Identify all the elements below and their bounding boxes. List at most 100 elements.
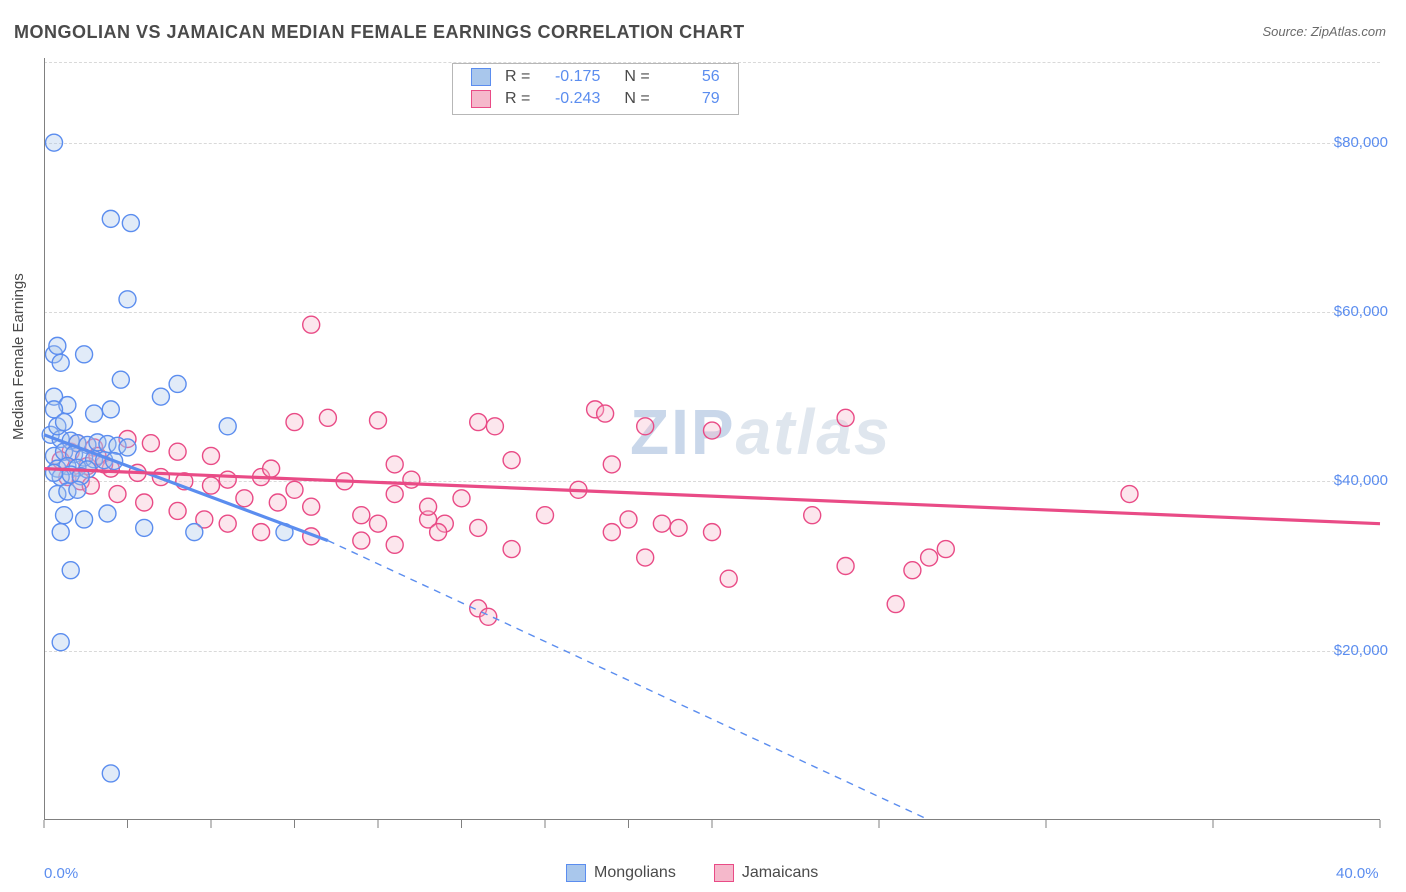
data-point bbox=[637, 418, 654, 435]
data-point bbox=[537, 507, 554, 524]
n-value-mongolians: 56 bbox=[660, 68, 720, 86]
data-point bbox=[303, 316, 320, 333]
data-point bbox=[937, 541, 954, 558]
data-point bbox=[303, 498, 320, 515]
legend-item-jamaicans: Jamaicans bbox=[714, 864, 818, 882]
data-point bbox=[386, 536, 403, 553]
r-value-mongolians: -0.175 bbox=[540, 68, 600, 86]
data-point bbox=[904, 562, 921, 579]
data-point bbox=[56, 414, 73, 431]
data-point bbox=[219, 418, 236, 435]
r-label: R = bbox=[505, 68, 530, 86]
source-prefix: Source: bbox=[1262, 24, 1310, 39]
data-point bbox=[152, 388, 169, 405]
data-point bbox=[720, 570, 737, 587]
data-point bbox=[670, 519, 687, 536]
data-point bbox=[253, 524, 270, 541]
legend-item-mongolians: Mongolians bbox=[566, 864, 676, 882]
y-tick-label: $20,000 bbox=[1334, 642, 1388, 659]
data-point bbox=[119, 439, 136, 456]
swatch-mongolians-bottom bbox=[566, 864, 586, 882]
data-point bbox=[597, 405, 614, 422]
data-point bbox=[603, 456, 620, 473]
legend-label-mongolians: Mongolians bbox=[594, 864, 676, 882]
data-point bbox=[136, 494, 153, 511]
data-point bbox=[203, 477, 220, 494]
data-point bbox=[370, 515, 387, 532]
data-point bbox=[921, 549, 938, 566]
data-point bbox=[76, 511, 93, 528]
data-point bbox=[46, 464, 63, 481]
x-tick-label: 0.0% bbox=[44, 865, 78, 882]
scatter-chart bbox=[44, 58, 1380, 820]
data-point bbox=[286, 414, 303, 431]
data-point bbox=[804, 507, 821, 524]
data-point bbox=[486, 418, 503, 435]
data-point bbox=[102, 210, 119, 227]
data-point bbox=[319, 409, 336, 426]
data-point bbox=[112, 371, 129, 388]
data-point bbox=[76, 346, 93, 363]
data-point bbox=[470, 414, 487, 431]
r-label: R = bbox=[505, 90, 530, 108]
n-label: N = bbox=[624, 90, 649, 108]
data-point bbox=[503, 452, 520, 469]
data-point bbox=[86, 405, 103, 422]
data-point bbox=[219, 515, 236, 532]
data-point bbox=[169, 502, 186, 519]
data-point bbox=[353, 507, 370, 524]
data-point bbox=[109, 486, 126, 503]
data-point bbox=[69, 481, 86, 498]
data-point bbox=[119, 291, 136, 308]
data-point bbox=[386, 486, 403, 503]
data-point bbox=[236, 490, 253, 507]
source-link[interactable]: ZipAtlas.com bbox=[1311, 24, 1386, 39]
y-axis-label: Median Female Earnings bbox=[10, 273, 27, 440]
legend-row-mongolians: R = -0.175 N = 56 bbox=[471, 66, 720, 88]
data-point bbox=[142, 435, 159, 452]
data-point bbox=[286, 481, 303, 498]
legend-label-jamaicans: Jamaicans bbox=[742, 864, 818, 882]
data-point bbox=[203, 447, 220, 464]
data-point bbox=[169, 443, 186, 460]
data-point bbox=[453, 490, 470, 507]
chart-title: MONGOLIAN VS JAMAICAN MEDIAN FEMALE EARN… bbox=[14, 22, 745, 43]
data-point bbox=[470, 519, 487, 536]
data-point bbox=[887, 596, 904, 613]
data-point bbox=[52, 634, 69, 651]
data-point bbox=[186, 524, 203, 541]
data-point bbox=[102, 401, 119, 418]
swatch-jamaicans-bottom bbox=[714, 864, 734, 882]
series-legend: Mongolians Jamaicans bbox=[566, 864, 846, 882]
x-tick-label: 40.0% bbox=[1336, 865, 1379, 882]
data-point bbox=[136, 519, 153, 536]
data-point bbox=[62, 562, 79, 579]
correlation-legend: R = -0.175 N = 56 R = -0.243 N = 79 bbox=[452, 63, 739, 115]
data-point bbox=[620, 511, 637, 528]
source-attribution: Source: ZipAtlas.com bbox=[1262, 24, 1386, 39]
data-point bbox=[637, 549, 654, 566]
data-point bbox=[1121, 486, 1138, 503]
data-point bbox=[837, 558, 854, 575]
data-point bbox=[99, 505, 116, 522]
data-point bbox=[269, 494, 286, 511]
data-point bbox=[353, 532, 370, 549]
data-point bbox=[503, 541, 520, 558]
data-point bbox=[420, 498, 437, 515]
legend-row-jamaicans: R = -0.243 N = 79 bbox=[471, 88, 720, 110]
data-point bbox=[52, 354, 69, 371]
data-point bbox=[480, 608, 497, 625]
data-point bbox=[704, 422, 721, 439]
data-point bbox=[704, 524, 721, 541]
data-point bbox=[102, 765, 119, 782]
data-point bbox=[56, 507, 73, 524]
y-tick-label: $40,000 bbox=[1334, 472, 1388, 489]
n-value-jamaicans: 79 bbox=[660, 90, 720, 108]
data-point bbox=[219, 471, 236, 488]
data-point bbox=[52, 524, 69, 541]
data-point bbox=[837, 409, 854, 426]
data-point bbox=[430, 524, 447, 541]
r-value-jamaicans: -0.243 bbox=[540, 90, 600, 108]
data-point bbox=[169, 375, 186, 392]
data-point bbox=[46, 134, 63, 151]
